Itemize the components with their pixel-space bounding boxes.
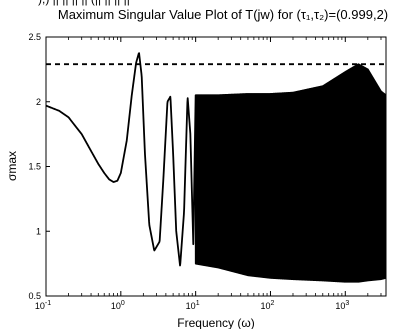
header-fragment: ),) || || || || (|| || || || [38, 0, 130, 6]
x-tick-label: 102 [261, 300, 275, 311]
y-tick-label: 0.5 [28, 291, 41, 301]
chart-title: Maximum Singular Value Plot of T(jw) for… [58, 7, 388, 22]
x-axis-label: Frequency (ω) [177, 316, 254, 329]
y-tick-label: 2.5 [28, 32, 41, 42]
x-tick-label: 103 [335, 300, 349, 311]
x-tick-label: 100 [111, 300, 125, 311]
plot-layer [46, 52, 386, 283]
tick-layer: 0.5 1 1.5 2 2.5 10-1 100 101 102 103 [28, 32, 386, 311]
series-line [46, 52, 386, 283]
y-tick-label: 2 [36, 97, 41, 107]
x-tick-label: 101 [186, 300, 200, 311]
y-tick-label: 1.5 [28, 162, 41, 172]
y-tick-label: 1 [36, 226, 41, 236]
y-axis-label: σmax [5, 151, 19, 181]
x-tick-label: 10-1 [35, 300, 51, 311]
